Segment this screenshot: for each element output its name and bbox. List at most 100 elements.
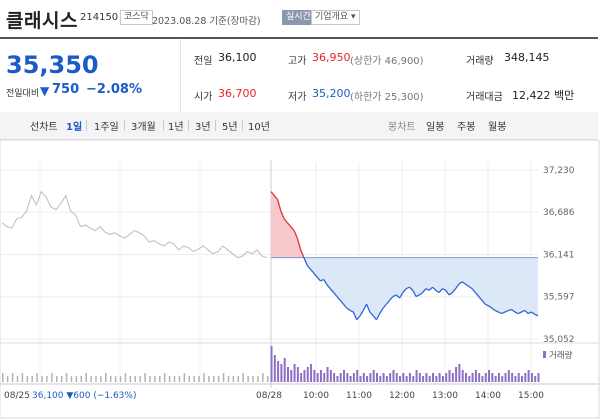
change-amount: 750 — [52, 82, 80, 97]
price-line-segment — [310, 268, 315, 274]
price-line-segment — [511, 309, 516, 313]
prev-day-date: 08/25 — [4, 391, 30, 401]
volume-bar — [527, 370, 530, 382]
divider — [188, 120, 189, 131]
divider — [86, 120, 87, 131]
down-arrow-icon: ▼ — [40, 84, 50, 98]
price-line-segment — [478, 296, 483, 301]
price-line-segment — [303, 257, 308, 266]
price-line-segment — [458, 281, 463, 285]
tab-weekly-candle[interactable]: 주봉 — [457, 122, 476, 133]
price-line-segment — [273, 195, 279, 200]
prev-volume-bar — [222, 373, 225, 382]
volume-bar — [471, 373, 474, 382]
volume-bar — [303, 370, 306, 382]
price-line-segment — [451, 288, 457, 294]
price-line-segment — [508, 309, 512, 312]
tab-10year[interactable]: 10년 — [248, 122, 270, 133]
price-line-segment — [286, 222, 292, 228]
realtime-button[interactable]: 실시간 — [282, 10, 315, 25]
price-line-segment — [438, 288, 443, 294]
volume-bar — [435, 376, 438, 382]
volume-bar — [461, 370, 464, 382]
tab-1year[interactable]: 1년 — [168, 122, 184, 133]
volume-bar — [372, 370, 375, 382]
volume-bar — [270, 346, 273, 382]
volume-bar — [283, 358, 286, 382]
price-line-segment — [326, 284, 331, 290]
prev-volume-bar — [124, 373, 127, 382]
prev-volume-bar — [119, 376, 122, 382]
price-line-segment — [306, 265, 312, 270]
volume-bar — [468, 376, 471, 382]
prev-volume-bar — [188, 376, 190, 382]
tab-line-chart[interactable]: 선차트 — [30, 122, 58, 133]
volume-bar — [448, 370, 451, 382]
tab-1day[interactable]: 1일 — [66, 122, 83, 133]
volume-bar — [379, 376, 382, 382]
volume-bar — [432, 373, 435, 382]
divider — [215, 120, 216, 131]
price-line-segment — [276, 199, 282, 212]
stock-header: 클래시스 214150 코스닥 2023.08.28 기준(장마감) 실시간 기… — [0, 0, 600, 36]
prev-volume-bar — [95, 376, 97, 382]
tab-1week[interactable]: 1주일 — [94, 122, 119, 133]
prev-volume-bar — [134, 376, 136, 382]
tab-monthly-candle[interactable]: 월봉 — [488, 122, 507, 133]
prev-day-line — [1, 190, 268, 259]
price-line-segment — [290, 226, 295, 231]
volume-bar — [362, 373, 365, 382]
prev-volume-bar — [203, 373, 205, 382]
tab-daily-candle[interactable]: 일봉 — [426, 122, 445, 133]
price-line-segment — [488, 305, 493, 309]
price-chart: 37,230 36,686 36,141 35,597 35,052 거래량 08/28 10… — [0, 140, 600, 419]
stock-name: 클래시스 — [6, 10, 78, 32]
volume-bar — [438, 373, 441, 382]
prev-volume-bar — [105, 373, 107, 382]
prev-volume-bar — [257, 376, 259, 382]
tab-5year[interactable]: 5년 — [222, 122, 238, 133]
prev-volume-bar — [70, 376, 73, 382]
price-line-segment — [498, 311, 503, 315]
price-line-segment — [356, 315, 361, 321]
lower-limit: (하한가 25,300) — [350, 92, 424, 103]
prev-volume-bar — [208, 376, 210, 382]
volume-bar — [336, 376, 339, 382]
volume-bar — [273, 355, 276, 382]
prev-volume-bar — [232, 376, 235, 382]
price-line-segment — [481, 299, 486, 305]
volume-bar — [530, 373, 533, 382]
prev-volume-bar — [75, 376, 78, 382]
prev-volume-bar — [213, 376, 215, 382]
quote-panel: 35,350 전일대비 ▼ 750 −2.08% 전일 36,100 시가 36… — [0, 37, 598, 113]
volume-bar — [356, 370, 359, 382]
tab-candle-chart[interactable]: 봉차트 — [388, 122, 416, 133]
prev-volume-bar — [237, 376, 240, 382]
price-line-segment — [296, 238, 302, 251]
volume-bar — [484, 373, 487, 382]
prev-volume-bar — [65, 373, 68, 382]
price-line-segment — [346, 307, 351, 311]
y-tick-label: 35,052 — [543, 335, 575, 345]
price-line-segment — [283, 218, 288, 224]
volume-bar — [306, 367, 309, 382]
prev-volume-bar — [109, 376, 112, 382]
below-prev-close-area — [271, 257, 538, 320]
trade-value: 12,422 백만 — [512, 89, 575, 102]
price-line-segment — [448, 292, 453, 296]
prev-volume-bar — [16, 376, 19, 382]
volume-bar — [280, 364, 283, 382]
volume-bar — [534, 376, 537, 382]
prev-volume-bar — [46, 376, 48, 382]
price-line-segment — [428, 286, 433, 291]
company-info-dropdown[interactable]: 기업개요 ▾ — [311, 10, 360, 25]
x-tick-label: 12:00 — [389, 391, 415, 401]
price-line-segment — [514, 311, 519, 315]
price-line-segment — [323, 279, 328, 286]
prev-close-label: 전일 — [194, 56, 213, 67]
price-line-segment — [372, 315, 377, 321]
tab-3month[interactable]: 3개월 — [131, 122, 156, 133]
volume-bar — [415, 370, 418, 382]
tab-3year[interactable]: 3년 — [195, 122, 211, 133]
volume-legend-label: 거래량 — [549, 350, 573, 361]
